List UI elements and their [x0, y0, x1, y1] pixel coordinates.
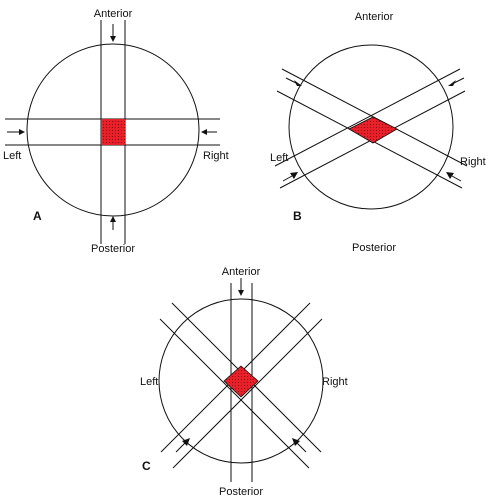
- arrow-icon: [7, 129, 25, 135]
- arrow-icon: [175, 438, 190, 453]
- label-right: Right: [460, 156, 486, 168]
- arrow-icon: [238, 278, 244, 296]
- label-left: Left: [270, 152, 288, 164]
- oblique-beam-edge: [172, 318, 323, 469]
- arrow-icon: [285, 77, 302, 86]
- label-posterior: Posterior: [352, 242, 396, 254]
- target-overlap-region: [101, 119, 125, 145]
- arrow-icon: [446, 172, 462, 182]
- arrow-icon: [110, 24, 116, 42]
- label-right: Right: [322, 376, 348, 388]
- arrow-icon: [201, 129, 217, 135]
- oblique-beam-edge: [159, 318, 310, 469]
- label-left: Left: [3, 150, 21, 162]
- body-outline-c: [158, 298, 324, 464]
- label-right: Right: [203, 150, 229, 162]
- label-left: Left: [140, 376, 158, 388]
- panel-letter: C: [142, 459, 151, 473]
- arrow-icon: [292, 438, 307, 453]
- label-anterior: Anterior: [355, 11, 394, 23]
- label-anterior: Anterior: [94, 8, 133, 20]
- panel-letter: A: [33, 209, 42, 223]
- arrow-icon: [448, 77, 465, 86]
- panel-b: Anterior Posterior Left Right B: [270, 11, 486, 254]
- panel-a: Anterior Posterior Left Right A: [3, 8, 229, 255]
- arrow-icon: [282, 172, 298, 182]
- arrow-icon: [110, 216, 116, 230]
- target-overlap-region: [348, 116, 398, 144]
- panel-c: Anterior Posterior Left Right C: [140, 266, 348, 498]
- oblique-beam-edge: [274, 68, 461, 167]
- panel-letter: B: [293, 209, 302, 223]
- label-anterior: Anterior: [222, 266, 261, 278]
- body-outline-b: [288, 44, 454, 210]
- label-posterior: Posterior: [219, 486, 263, 498]
- label-posterior: Posterior: [91, 243, 135, 255]
- target-overlap-region: [223, 365, 259, 398]
